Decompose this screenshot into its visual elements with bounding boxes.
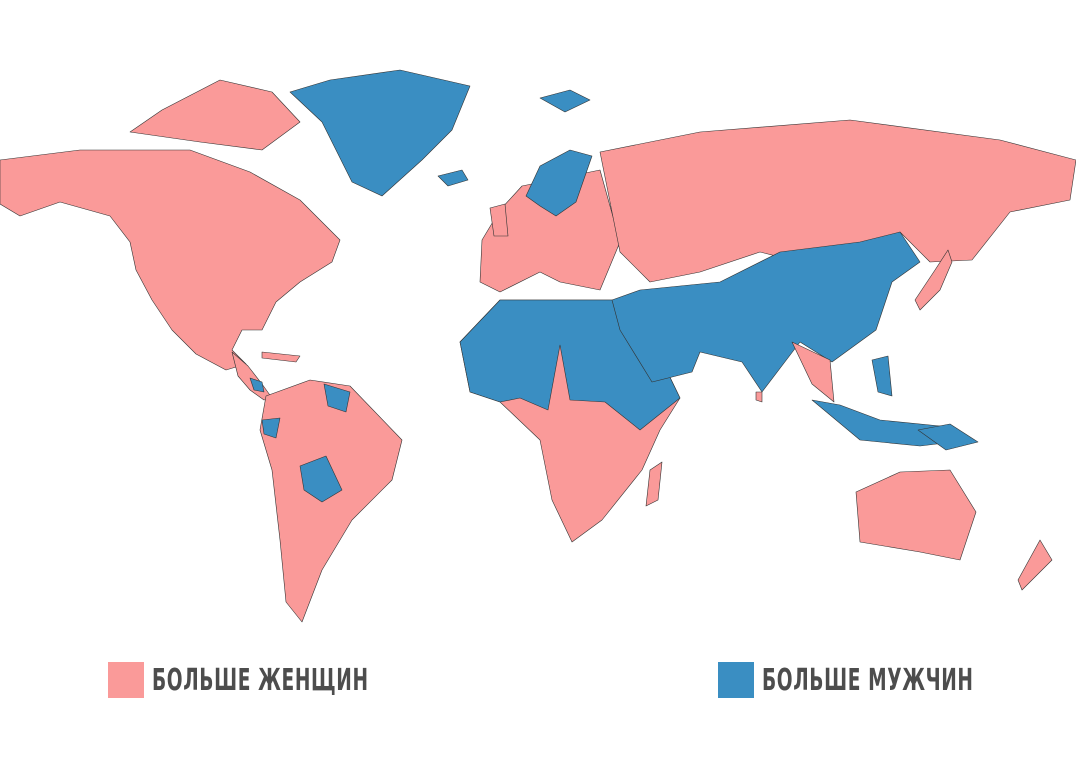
- region-bolivia: [299, 455, 343, 503]
- region-sri-lanka: [755, 391, 763, 403]
- legend-item-more-men: БОЛЬШЕ МУЖЧИН: [718, 662, 1076, 698]
- legend-label-women: БОЛЬШЕ ЖЕНЩИН: [152, 662, 369, 698]
- legend-swatch-women: [108, 662, 144, 698]
- region-australia: [855, 469, 977, 561]
- region-central-america: [231, 351, 273, 401]
- region-russia-central-asia: [599, 119, 1076, 283]
- region-japan: [914, 249, 953, 311]
- region-greenland: [289, 69, 471, 197]
- region-europe: [479, 169, 621, 293]
- region-middle-east-south-east-asia: [611, 231, 921, 393]
- region-guyana: [323, 383, 351, 413]
- region-north-america: [0, 149, 341, 371]
- region-ecuador: [261, 417, 281, 439]
- world-map: [0, 69, 1076, 623]
- region-uk: [489, 203, 509, 237]
- region-madagascar: [645, 461, 663, 507]
- region-caribbean: [261, 351, 301, 363]
- region-new-guinea: [917, 423, 979, 451]
- legend-swatch-men: [718, 662, 754, 698]
- region-south-america: [259, 379, 403, 623]
- legend-label-men: БОЛЬШЕ МУЖЧИН: [762, 662, 974, 698]
- region-nicaragua: [249, 377, 265, 393]
- region-arctic-islands: [129, 79, 301, 151]
- region-iceland: [437, 169, 469, 187]
- region-new-zealand: [1017, 539, 1053, 591]
- region-scandinavia: [525, 149, 593, 217]
- region-southeast-asia: [791, 341, 835, 403]
- legend-item-more-women: БОЛЬШЕ ЖЕНЩИН: [108, 662, 501, 698]
- region-svalbard: [539, 89, 591, 113]
- region-philippines: [871, 355, 893, 397]
